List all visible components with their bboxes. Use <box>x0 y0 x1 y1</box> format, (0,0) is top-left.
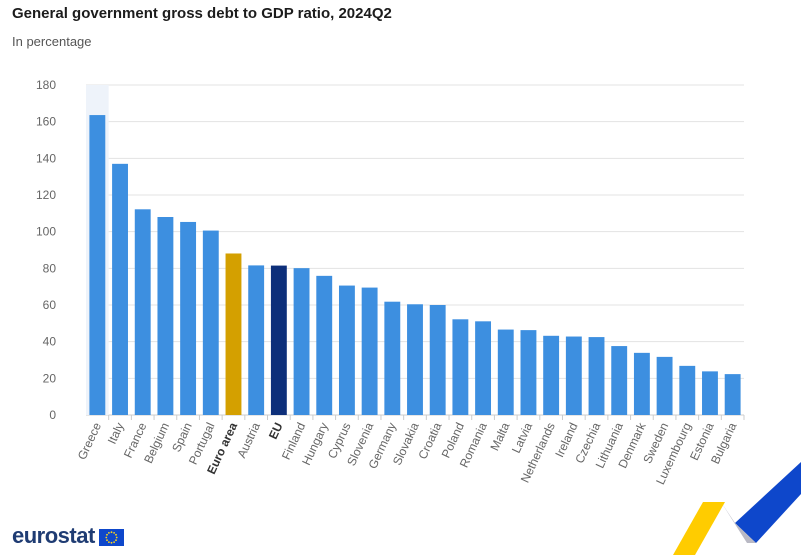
bar-slovenia[interactable] <box>361 287 378 415</box>
bar-luxembourg[interactable] <box>679 365 696 415</box>
bar-spain[interactable] <box>180 221 197 415</box>
decorative-corner-graphic <box>673 462 801 555</box>
y-tick-label: 40 <box>43 335 57 349</box>
chart-title: General government gross debt to GDP rat… <box>12 5 392 22</box>
bar-malta[interactable] <box>497 329 514 415</box>
bar-austria[interactable] <box>248 265 265 415</box>
bar-croatia[interactable] <box>429 305 446 415</box>
chart-subtitle: In percentage <box>12 34 92 49</box>
y-tick-label: 20 <box>43 371 57 385</box>
y-tick-label: 180 <box>36 78 56 92</box>
bar-lithuania[interactable] <box>611 346 628 415</box>
y-tick-label: 60 <box>43 298 57 312</box>
eurostat-logo[interactable]: eurostat <box>12 523 124 549</box>
bar-finland[interactable] <box>293 268 310 415</box>
bar-ireland[interactable] <box>565 336 582 415</box>
bar-romania[interactable] <box>475 321 492 415</box>
bar-slovakia[interactable] <box>407 304 423 415</box>
y-tick-label: 100 <box>36 225 56 239</box>
bar-belgium[interactable] <box>157 217 174 415</box>
bar-czechia[interactable] <box>588 337 605 415</box>
y-tick-label: 0 <box>49 408 56 422</box>
y-tick-label: 80 <box>43 261 57 275</box>
bars <box>86 85 741 416</box>
eurostat-wordmark: eurostat <box>12 523 95 548</box>
bar-bulgaria[interactable] <box>724 374 741 415</box>
bar-euro-area[interactable] <box>225 253 242 415</box>
bar-estonia[interactable] <box>702 371 718 415</box>
bar-portugal[interactable] <box>202 230 219 415</box>
x-tick-label: Italy <box>105 420 127 446</box>
bar-greece[interactable] <box>89 115 106 416</box>
bar-poland[interactable] <box>452 319 469 415</box>
x-tick-label: EU <box>266 420 286 441</box>
y-tick-label: 120 <box>36 188 56 202</box>
y-tick-label: 160 <box>36 115 56 129</box>
bar-cyprus[interactable] <box>338 285 355 415</box>
bar-eu[interactable] <box>270 265 287 415</box>
bar-netherlands[interactable] <box>543 335 560 415</box>
bar-latvia[interactable] <box>520 330 537 415</box>
eu-flag-icon <box>98 529 124 546</box>
y-axis-labels: 0 20 40 60 80 100 120 140 160 180 <box>36 78 56 422</box>
bar-italy[interactable] <box>112 163 128 415</box>
bar-sweden[interactable] <box>656 356 673 415</box>
bar-denmark[interactable] <box>633 352 650 415</box>
x-axis-labels: Greece ItalyFranceBelgiumSpainPortugalEur… <box>75 415 745 487</box>
y-tick-label: 140 <box>36 151 56 165</box>
bar-france[interactable] <box>134 209 151 415</box>
bar-germany[interactable] <box>384 301 401 415</box>
bar-hungary[interactable] <box>316 275 333 415</box>
x-tick-label: Greece <box>75 420 104 462</box>
